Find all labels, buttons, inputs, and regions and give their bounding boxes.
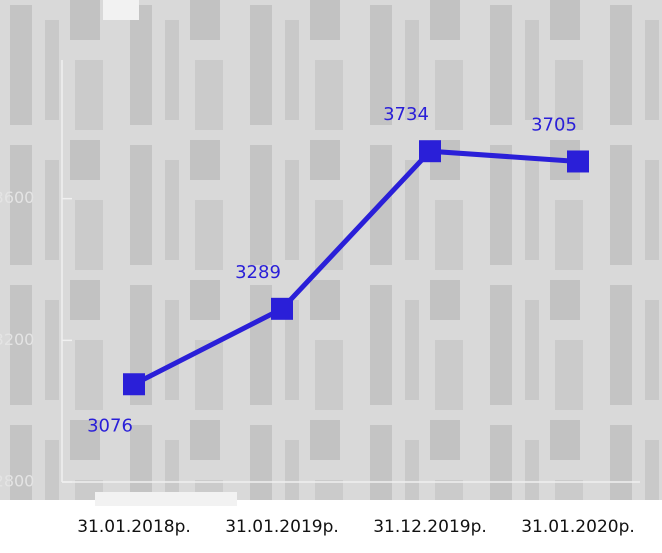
data-label: 3705 xyxy=(531,114,577,135)
marker xyxy=(271,297,293,320)
marker xyxy=(567,150,589,173)
y-tick-label: 3200 xyxy=(0,330,34,349)
y-tick-label: 2800 xyxy=(0,472,34,491)
x-tick-label: 31.12.2019р. xyxy=(373,517,487,537)
x-tick-label: 31.01.2020р. xyxy=(521,517,635,537)
data-label: 3289 xyxy=(235,262,281,283)
x-axis-band xyxy=(0,500,662,553)
decoration xyxy=(95,492,237,506)
data-label: 3734 xyxy=(383,104,429,125)
line xyxy=(132,148,579,387)
decoration xyxy=(103,0,139,20)
y-tick-label: 3600 xyxy=(0,188,34,207)
marker xyxy=(419,140,441,163)
marker xyxy=(123,373,145,396)
data-label: 3076 xyxy=(87,415,133,436)
x-tick-label: 31.01.2018р. xyxy=(77,517,191,537)
x-tick-label: 31.01.2019р. xyxy=(225,517,339,537)
